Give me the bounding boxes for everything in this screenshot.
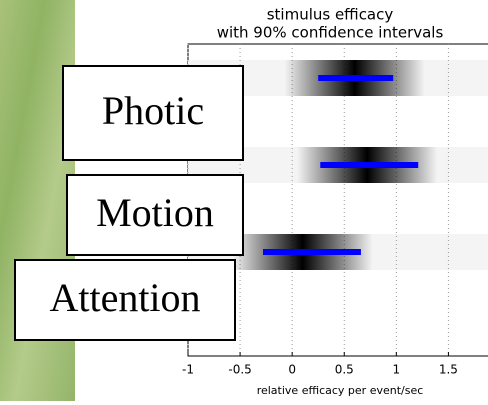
category-label: Motion xyxy=(96,190,214,235)
chart-title: stimulus efficacy xyxy=(267,6,394,24)
x-tick-label: 0 xyxy=(288,363,296,377)
x-tick-label: 0.5 xyxy=(335,363,354,377)
x-tick-label: -1 xyxy=(182,363,194,377)
label-box xyxy=(62,65,244,161)
label-box xyxy=(14,259,236,341)
x-tick-label: 1 xyxy=(393,363,401,377)
category-label: Photic xyxy=(102,88,204,133)
category-label: Attention xyxy=(49,275,200,320)
x-axis-label: relative efficacy per event/sec xyxy=(257,384,424,397)
x-tick-label: -0.5 xyxy=(228,363,251,377)
x-tick-label: 1.5 xyxy=(439,363,458,377)
labels: Photic Motion Attention xyxy=(14,65,244,341)
chart-subtitle: with 90% confidence intervals xyxy=(217,24,444,42)
label-box xyxy=(66,174,244,256)
